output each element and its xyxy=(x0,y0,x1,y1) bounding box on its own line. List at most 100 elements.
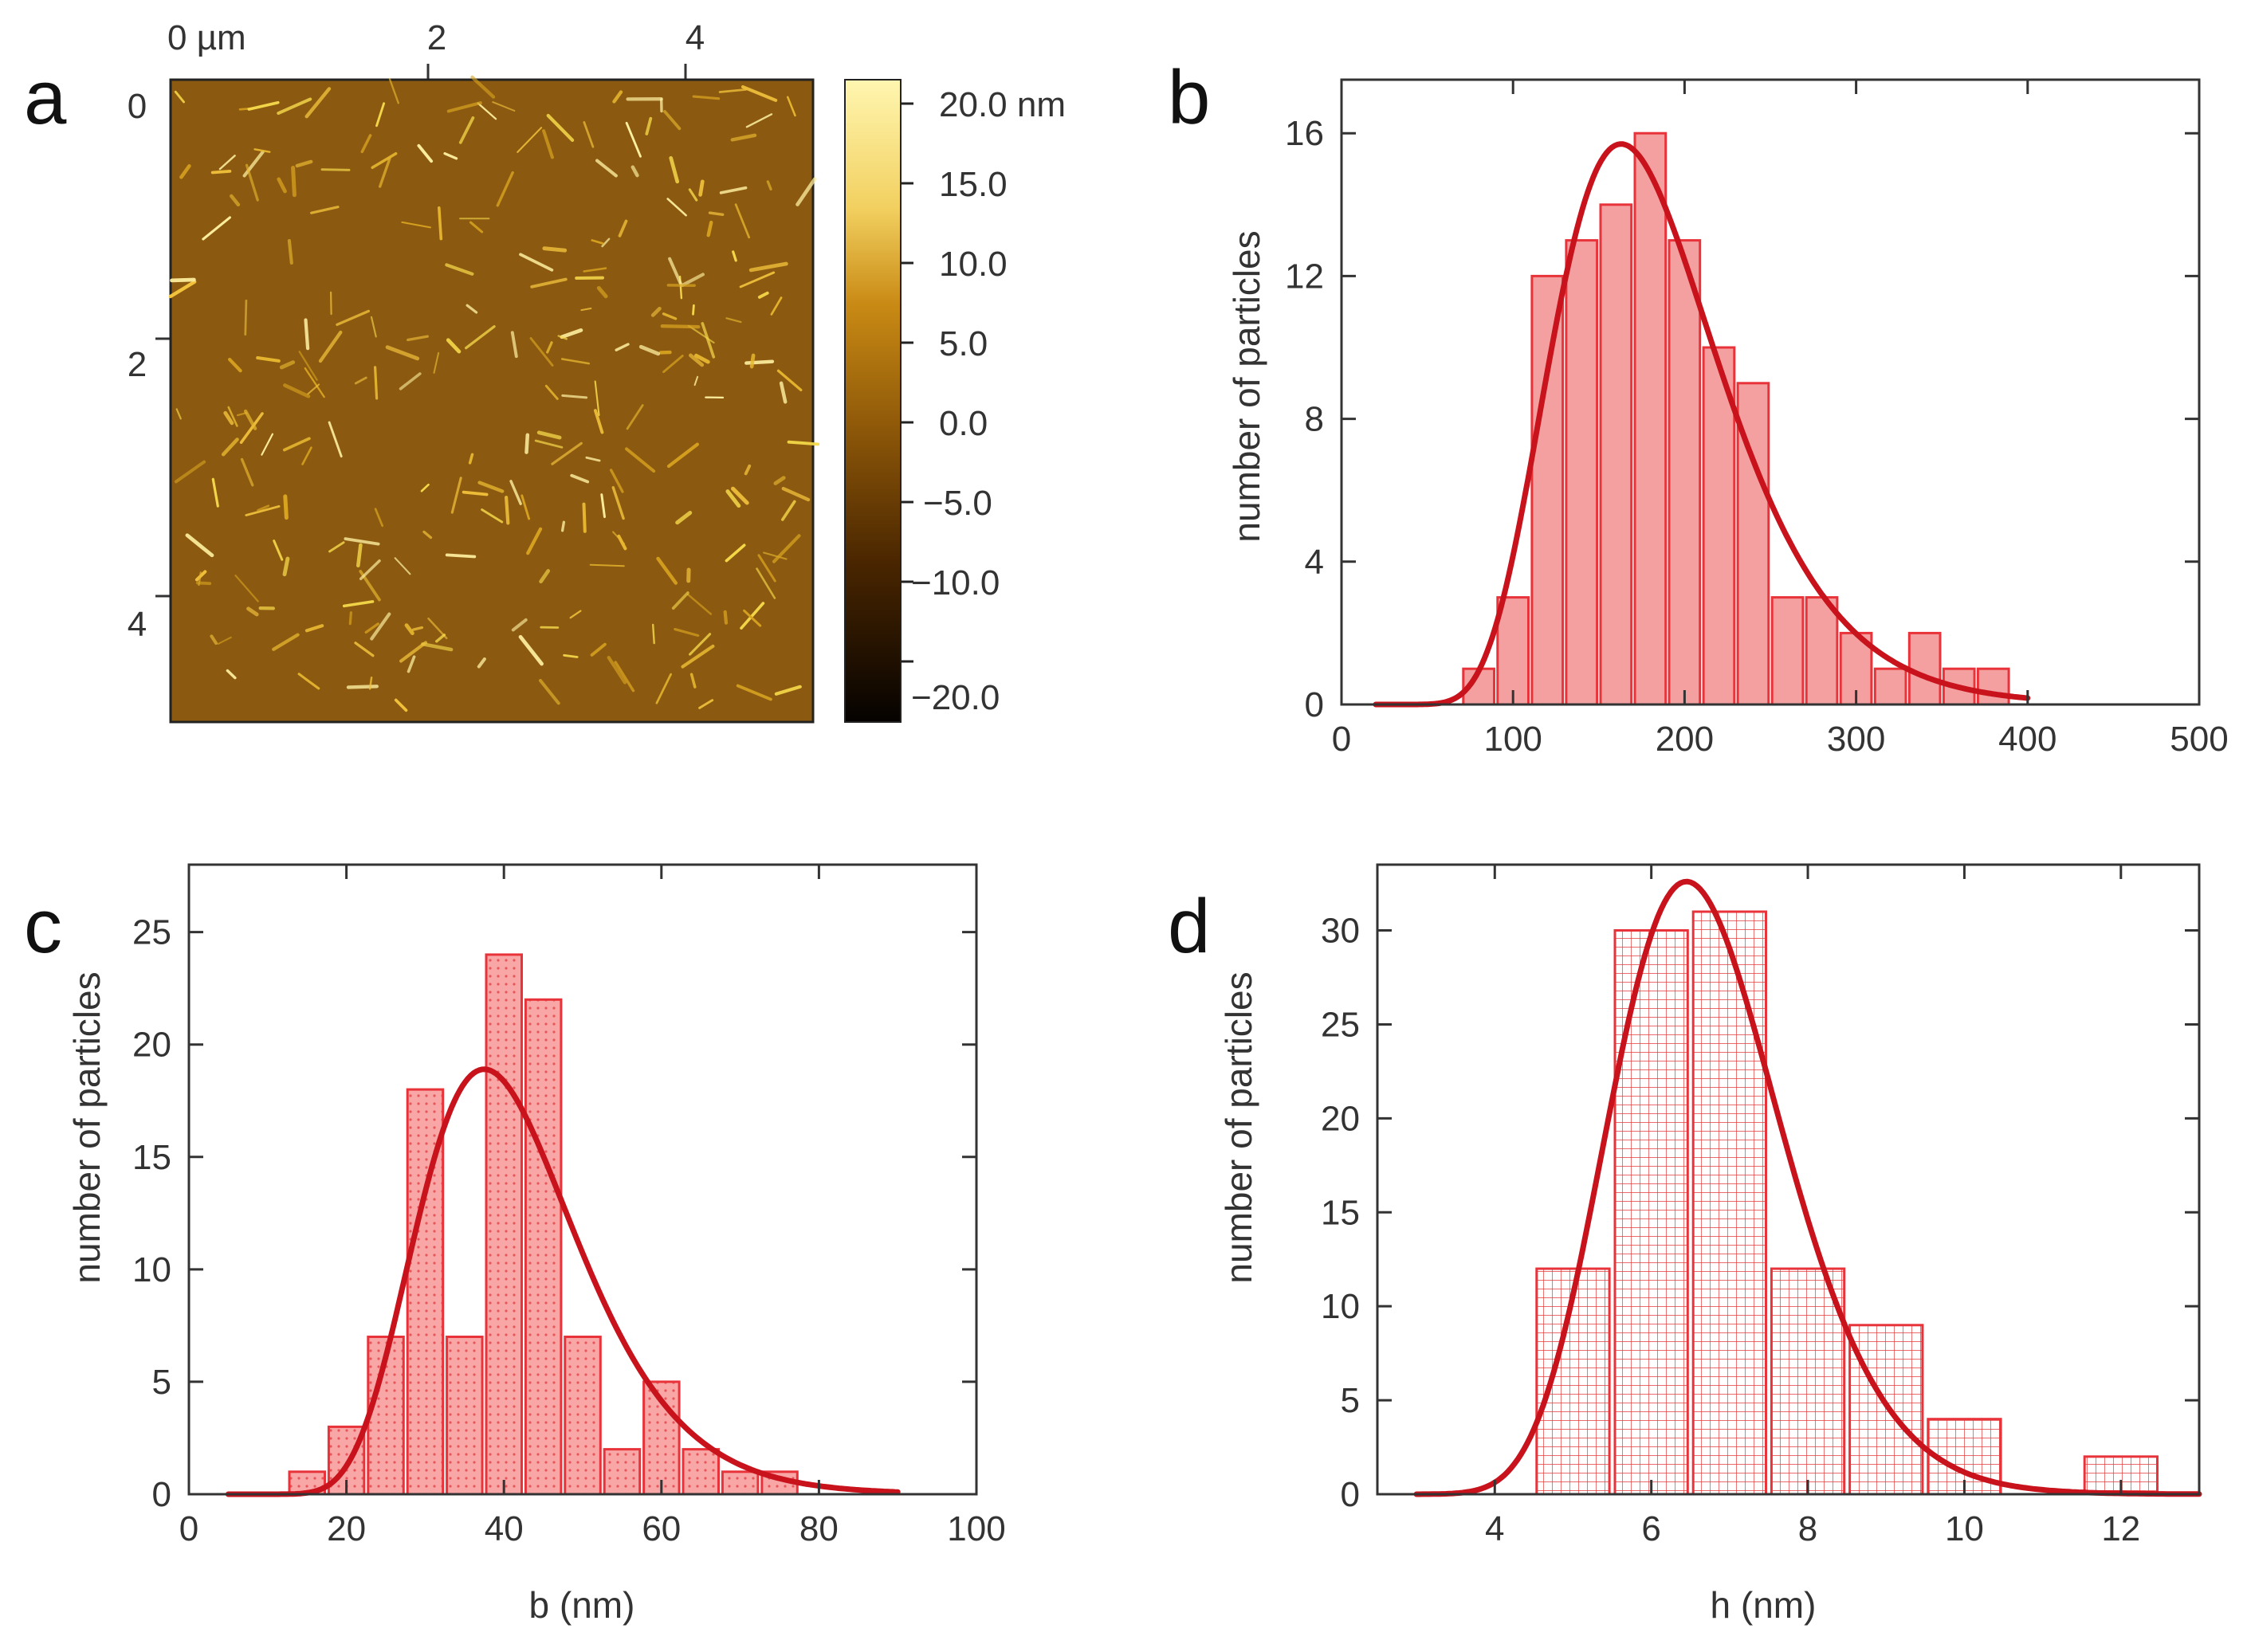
nanorod xyxy=(253,148,271,153)
nanorod xyxy=(496,171,514,207)
afm-y-tick-4: 4 xyxy=(128,605,147,644)
nanorod xyxy=(511,618,528,632)
nanorod xyxy=(618,219,628,237)
nanorod xyxy=(593,409,604,434)
nanorod xyxy=(328,541,345,553)
nanorod xyxy=(611,486,625,520)
x-tick-label: 6 xyxy=(1641,1509,1660,1548)
nanorod xyxy=(492,101,516,112)
nanorod xyxy=(291,166,297,198)
nanorod xyxy=(443,152,458,160)
nanorod xyxy=(692,304,695,316)
x-tick-label: 300 xyxy=(1827,720,1885,759)
panel-b-letter: b xyxy=(1168,55,1210,140)
nanorod xyxy=(394,698,408,712)
colorbar-label: 10.0 xyxy=(939,245,1008,284)
nanorod xyxy=(462,490,489,496)
nanorod xyxy=(375,102,386,128)
nanorod xyxy=(708,211,725,216)
nanorod xyxy=(273,540,284,561)
colorbar-label: −20.0 xyxy=(911,678,1000,717)
nanorod xyxy=(666,198,687,217)
nanorod xyxy=(536,430,562,440)
nanorod xyxy=(772,534,801,563)
nanorod xyxy=(310,206,340,214)
histogram-bar xyxy=(1848,1324,1924,1496)
nanorod xyxy=(446,338,462,354)
nanorod xyxy=(585,456,601,462)
nanorod xyxy=(239,412,264,445)
nanorod xyxy=(202,216,231,241)
nanorod xyxy=(217,636,232,645)
panel-b-histogram: b number of particles 0 100 200 300 400 500 0 4… xyxy=(1168,55,2229,759)
nanorod xyxy=(692,95,721,100)
nanorod xyxy=(450,477,462,514)
nanorod xyxy=(787,440,820,446)
histogram-bar xyxy=(1873,667,1907,706)
nanorod xyxy=(348,611,352,626)
nanorod xyxy=(763,551,788,560)
y-tick-label: 15 xyxy=(132,1138,171,1177)
nanorod xyxy=(589,563,625,567)
nanorod xyxy=(656,556,678,585)
nanorod xyxy=(344,537,380,546)
fit-curve xyxy=(1413,878,2202,1497)
nanorod xyxy=(437,206,443,241)
nanorod xyxy=(356,543,363,568)
histogram-bar xyxy=(1702,346,1736,706)
nanorod xyxy=(770,296,783,316)
y-tick-label: 0 xyxy=(1305,685,1324,724)
nanorod xyxy=(256,356,281,363)
histogram-bar xyxy=(1907,631,1942,706)
afm-y-tick-0: 0 xyxy=(128,87,147,126)
nanorod xyxy=(542,129,554,159)
panel-d-x-label: h (nm) xyxy=(1711,1584,1817,1626)
nanorod xyxy=(626,404,644,430)
nanorod xyxy=(638,344,661,356)
nanorod xyxy=(364,622,379,634)
nanorod xyxy=(420,483,430,492)
nanorod xyxy=(399,372,422,390)
nanorod xyxy=(718,88,747,93)
panel-a-afm-image: a 0 µm 2 4 0 2 4 20.0 nm 15.0 10.0 5.0 0… xyxy=(24,18,1066,724)
afm-x-tick-2: 2 xyxy=(427,18,446,57)
nanorod xyxy=(669,155,680,184)
nanorod xyxy=(740,602,765,630)
nanorod xyxy=(739,271,776,288)
nanorod xyxy=(371,151,398,170)
nanorod xyxy=(261,433,273,456)
y-tick-label: 25 xyxy=(1321,1005,1360,1044)
nanorod xyxy=(518,634,544,666)
nanorod xyxy=(779,381,788,404)
y-tick-label: 15 xyxy=(1321,1193,1360,1232)
nanorod xyxy=(282,556,290,577)
histogram-bar xyxy=(446,1336,484,1496)
nanorod xyxy=(304,624,324,633)
nanorod xyxy=(569,610,582,619)
nanorod xyxy=(481,508,504,524)
nanorod xyxy=(245,163,259,202)
nanorod xyxy=(301,446,312,465)
y-tick-label: 16 xyxy=(1285,114,1324,153)
nanorod xyxy=(477,102,497,120)
nanorod xyxy=(660,324,701,329)
nanorod xyxy=(179,164,191,179)
histogram-bar xyxy=(1599,203,1633,706)
nanorod xyxy=(607,655,627,685)
histogram-bar xyxy=(1565,239,1599,706)
nanorod xyxy=(230,194,241,207)
nanorod xyxy=(246,606,259,617)
histogram-bar xyxy=(1770,596,1805,706)
afm-x-tick-4: 4 xyxy=(685,18,705,57)
histogram-bar xyxy=(1530,274,1565,706)
nanorod xyxy=(686,593,713,615)
nanorod xyxy=(630,165,639,178)
nanorod xyxy=(210,169,232,175)
nanorod xyxy=(404,623,414,635)
nanorod xyxy=(342,600,375,608)
nanorod xyxy=(725,489,741,508)
nanorod xyxy=(570,473,590,484)
nanorod xyxy=(283,494,289,520)
nanorod xyxy=(374,508,384,528)
